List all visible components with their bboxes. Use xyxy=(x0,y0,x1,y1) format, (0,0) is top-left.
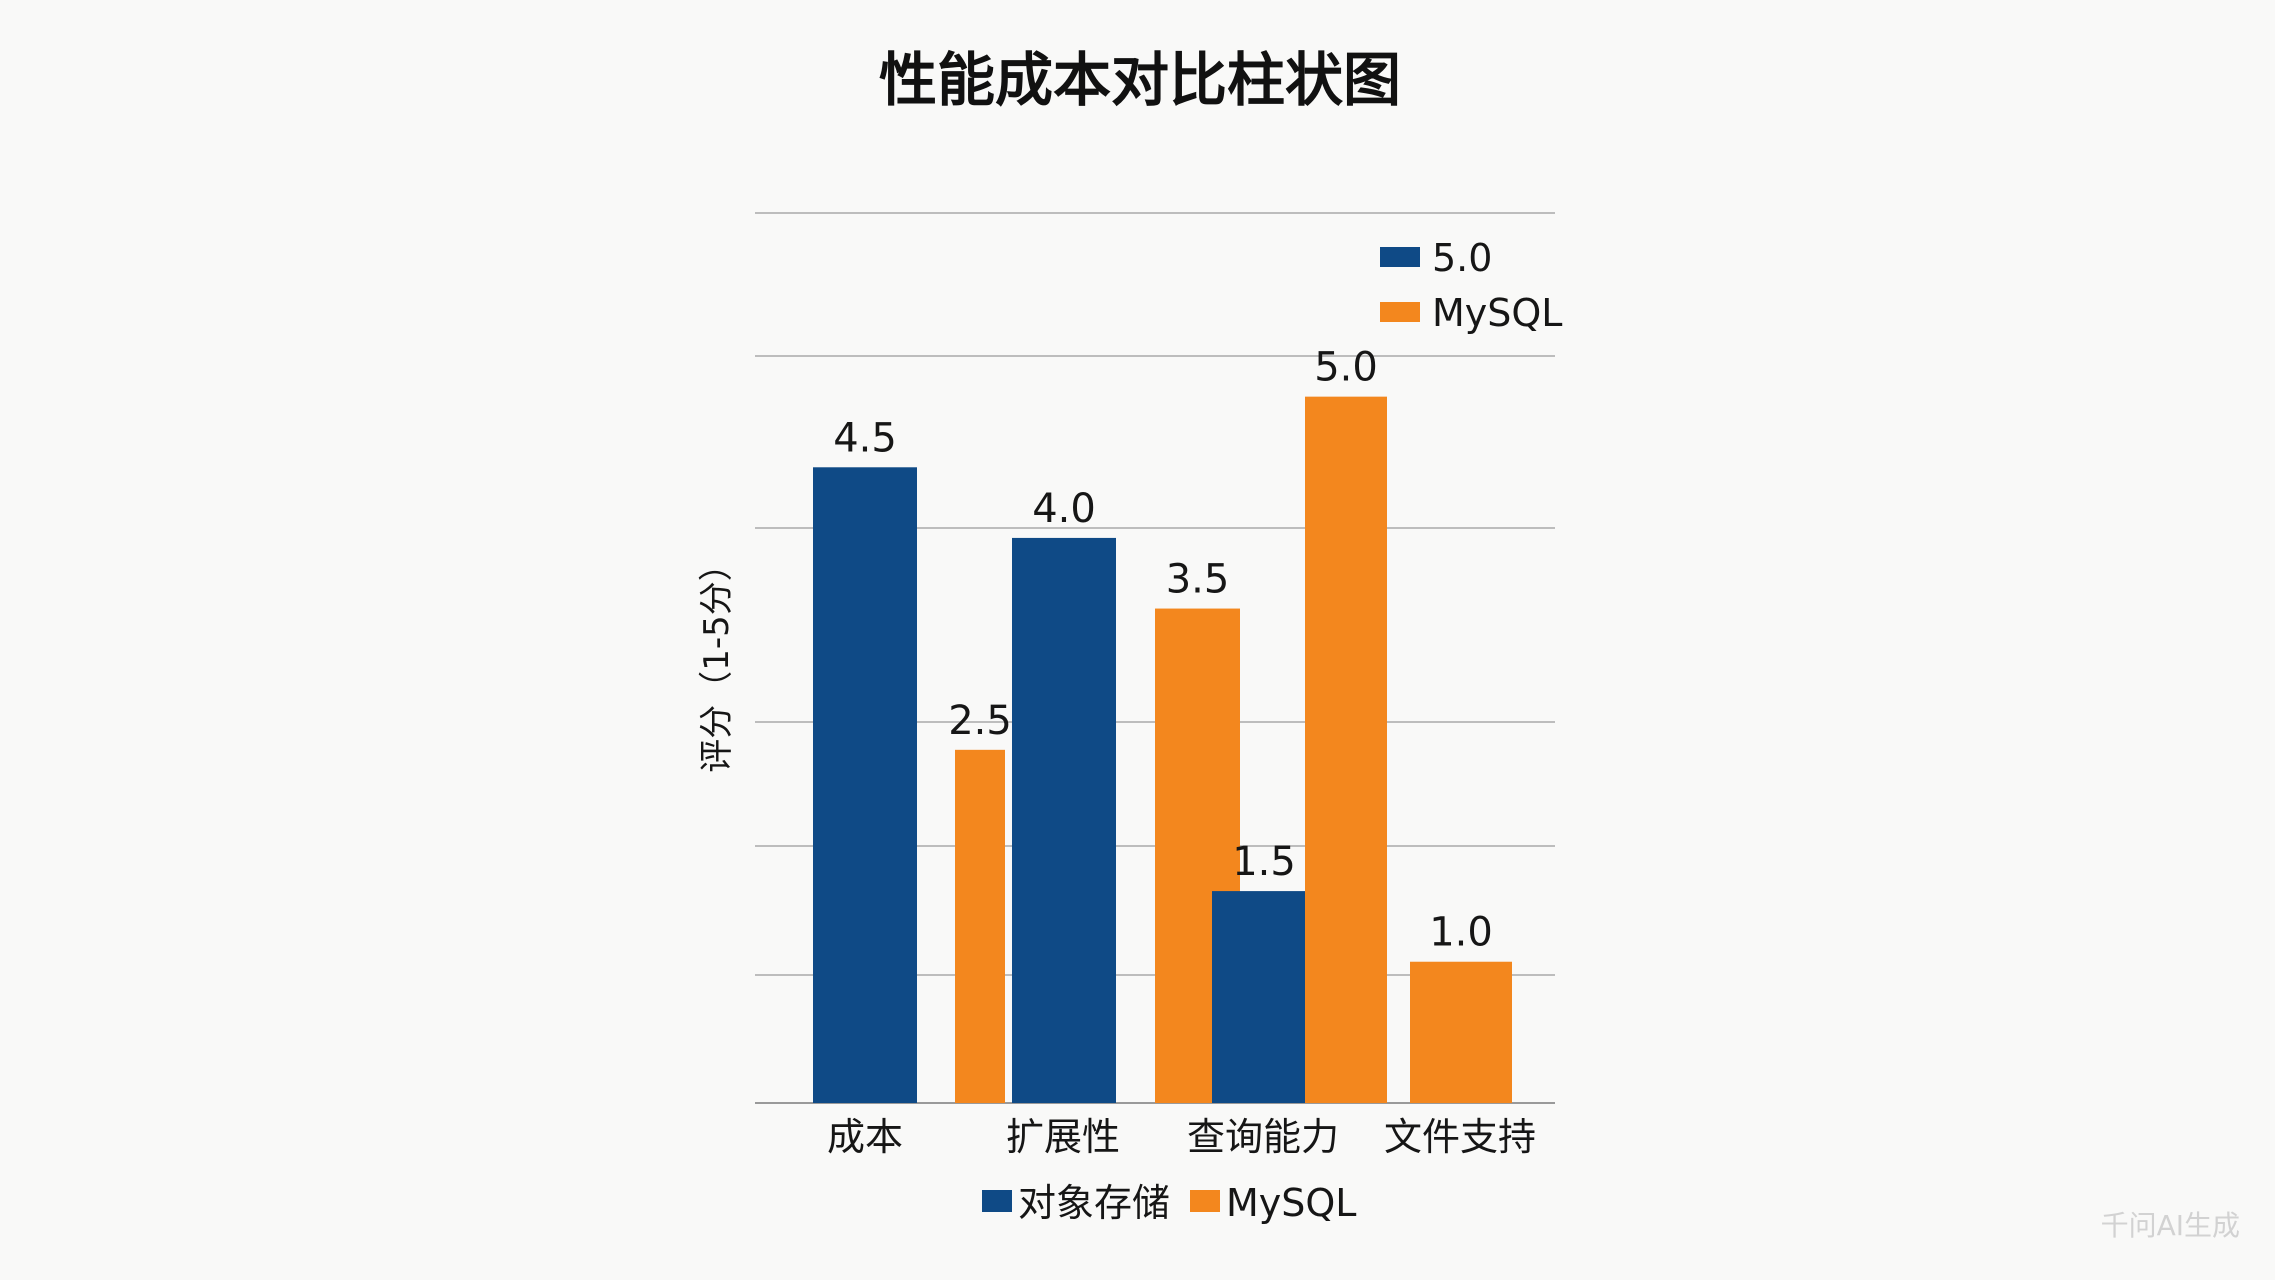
bar-value-label: 5.0 xyxy=(1314,345,1378,391)
legend-label: MySQL xyxy=(1432,291,1562,335)
legend-swatch xyxy=(1380,247,1420,267)
legend-swatch xyxy=(1190,1190,1220,1212)
bar-value-label: 4.0 xyxy=(1032,486,1096,532)
y-axis-title: 评分（1-5分） xyxy=(697,547,737,773)
legend-swatch xyxy=(982,1190,1012,1212)
bar-value-label: 1.5 xyxy=(1232,839,1296,885)
legend-label: 5.0 xyxy=(1432,236,1492,280)
legend-top: 5.0 MySQL xyxy=(1380,236,1562,335)
watermark-text: 千问AI生成 xyxy=(2101,1209,2240,1242)
bar-value-label: 1.0 xyxy=(1429,910,1493,956)
legend-label: MySQL xyxy=(1226,1181,1356,1225)
bars xyxy=(813,396,1512,1104)
bar-mysql xyxy=(1410,961,1512,1103)
bar-object-storage xyxy=(1212,891,1316,1103)
value-labels: 4.5 2.5 4.0 3.5 1.5 5.0 1.0 xyxy=(833,345,1493,956)
bar-object-storage xyxy=(813,467,917,1103)
x-tick-label: 文件支持 xyxy=(1384,1115,1536,1159)
bar-value-label: 2.5 xyxy=(948,698,1012,744)
legend-label: 对象存储 xyxy=(1018,1181,1170,1225)
legend-bottom: 对象存储 MySQL xyxy=(982,1181,1356,1225)
x-tick-label: 成本 xyxy=(827,1115,903,1159)
bar-mysql xyxy=(955,749,1005,1103)
bar-value-label: 4.5 xyxy=(833,415,897,461)
x-tick-label: 扩展性 xyxy=(1006,1115,1120,1159)
x-tick-label: 查询能力 xyxy=(1187,1115,1339,1159)
chart-title: 性能成本对比柱状图 xyxy=(879,46,1401,114)
legend-swatch xyxy=(1380,302,1420,322)
bar-object-storage xyxy=(1012,537,1116,1103)
bar-mysql xyxy=(1305,396,1387,1104)
category-labels: 成本 扩展性 查询能力 文件支持 xyxy=(827,1115,1536,1159)
bar-value-label: 3.5 xyxy=(1166,557,1230,603)
